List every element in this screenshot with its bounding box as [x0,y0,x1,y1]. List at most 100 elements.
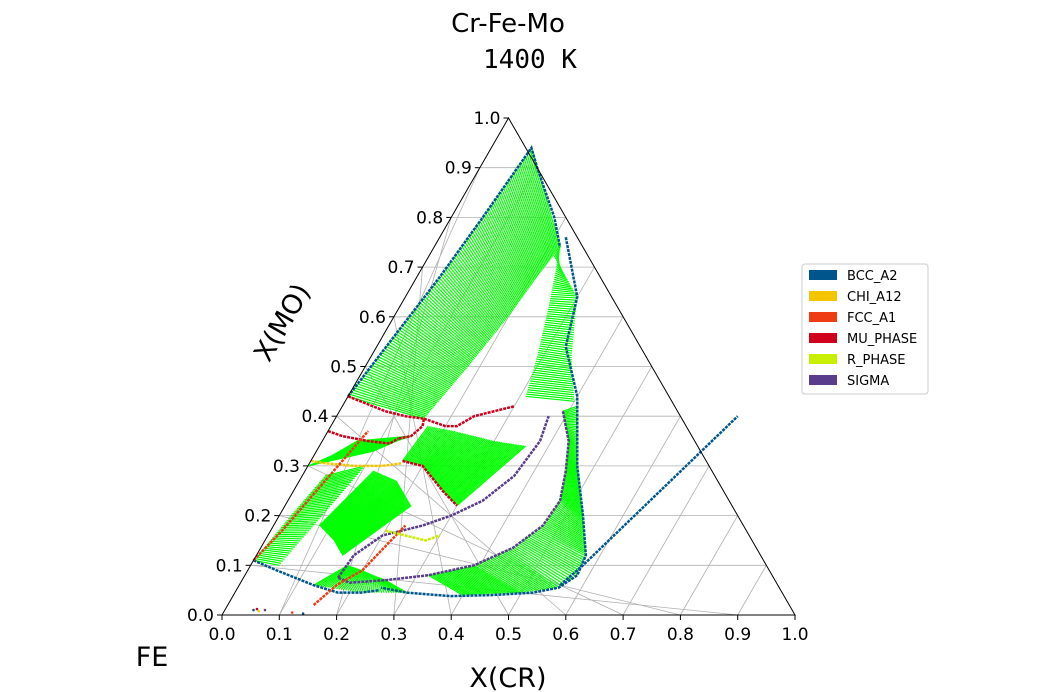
y-tick-label: 0.4 [302,407,329,427]
tie-line [424,431,457,469]
tie-line [485,559,534,592]
tie-line [451,569,493,595]
x-tick-label: 0.4 [438,625,465,645]
tie-line [341,503,411,555]
tie-line [445,441,503,495]
tie-line [398,329,464,374]
boundary-mu-left [327,429,399,445]
tie-line [511,174,547,267]
tie-line [566,428,578,433]
tie-line [536,529,586,557]
tie-line [438,439,489,488]
tie-line [436,438,485,485]
tie-line [547,310,576,315]
tie-line [563,481,582,500]
tie-line [376,576,385,593]
tie-line [479,220,523,299]
tie-line [531,533,584,563]
y-tick-label: 0.7 [388,258,415,278]
tie-line [534,365,573,372]
tie-line [453,256,505,324]
tie-line [330,480,398,538]
tie-line [520,541,578,575]
tie-line [363,573,371,593]
tie-line [535,360,573,368]
tie-line [439,572,478,596]
tie-line [441,571,480,595]
tie-line [536,356,572,363]
tie-line [326,476,389,534]
tie-line [483,560,532,592]
tie-line [567,452,578,464]
tie-line [465,239,514,312]
tie-line [370,574,373,593]
tie-line [451,443,516,501]
tie-line [566,430,578,435]
tie-line [425,432,461,471]
tie-line [423,430,456,468]
tie-line [410,314,472,364]
tie-line [552,510,585,534]
tie-line [564,477,581,494]
tie-line [329,567,356,589]
tie-line [528,386,574,394]
tie-line [320,565,352,587]
tie-line [426,432,462,472]
tie-line [566,455,578,468]
tie-line [419,302,479,355]
tie-line [311,483,350,492]
tie-line [293,507,329,513]
tie-line [286,518,320,522]
tie-line [562,484,582,503]
tie-line [567,445,578,455]
tie-line [340,502,410,554]
legend-swatch [809,333,837,343]
tie-line [421,300,480,354]
tie-line [322,473,381,530]
tie-line [329,479,396,538]
tie-line [563,411,578,416]
tie-line [441,440,496,491]
tie-line [332,484,400,541]
x-tick-label: 0.6 [552,625,579,645]
tie-line [458,250,508,319]
boundary-fcc-lower [312,524,407,607]
tie-line [438,277,493,338]
tie-line [335,490,403,545]
tie-line [548,306,577,311]
tie-line [553,508,585,532]
tie-line [429,574,466,596]
tie-line [429,434,469,476]
tie-line [375,575,383,593]
tie-line [455,254,506,322]
tie-line [529,149,560,249]
tie-line [566,462,579,477]
x-axis-label: X(CR) [469,663,546,692]
tie-line [296,503,332,510]
tie-line [567,446,578,457]
tie-line [515,545,572,580]
tie-line [320,471,377,528]
tie-line [349,393,426,418]
tie-line [531,373,574,381]
tie-line [433,436,478,481]
tie-line [367,370,439,403]
tie-line [560,496,584,517]
tie-line [323,474,384,531]
tie-line [477,223,522,300]
tie-line [563,409,578,415]
tie-line [522,540,579,573]
tie-line [549,514,585,539]
tie-line [532,371,573,378]
tie-line [504,185,541,274]
grid-line [737,565,767,616]
tie-line [552,287,574,292]
tie-line [461,245,510,316]
tie-line [392,337,459,380]
tie-line [331,482,399,540]
tie-line [560,497,584,519]
tie-line [402,425,429,462]
tie-line [534,530,585,559]
tie-line [328,478,394,537]
tie-line [549,300,577,304]
